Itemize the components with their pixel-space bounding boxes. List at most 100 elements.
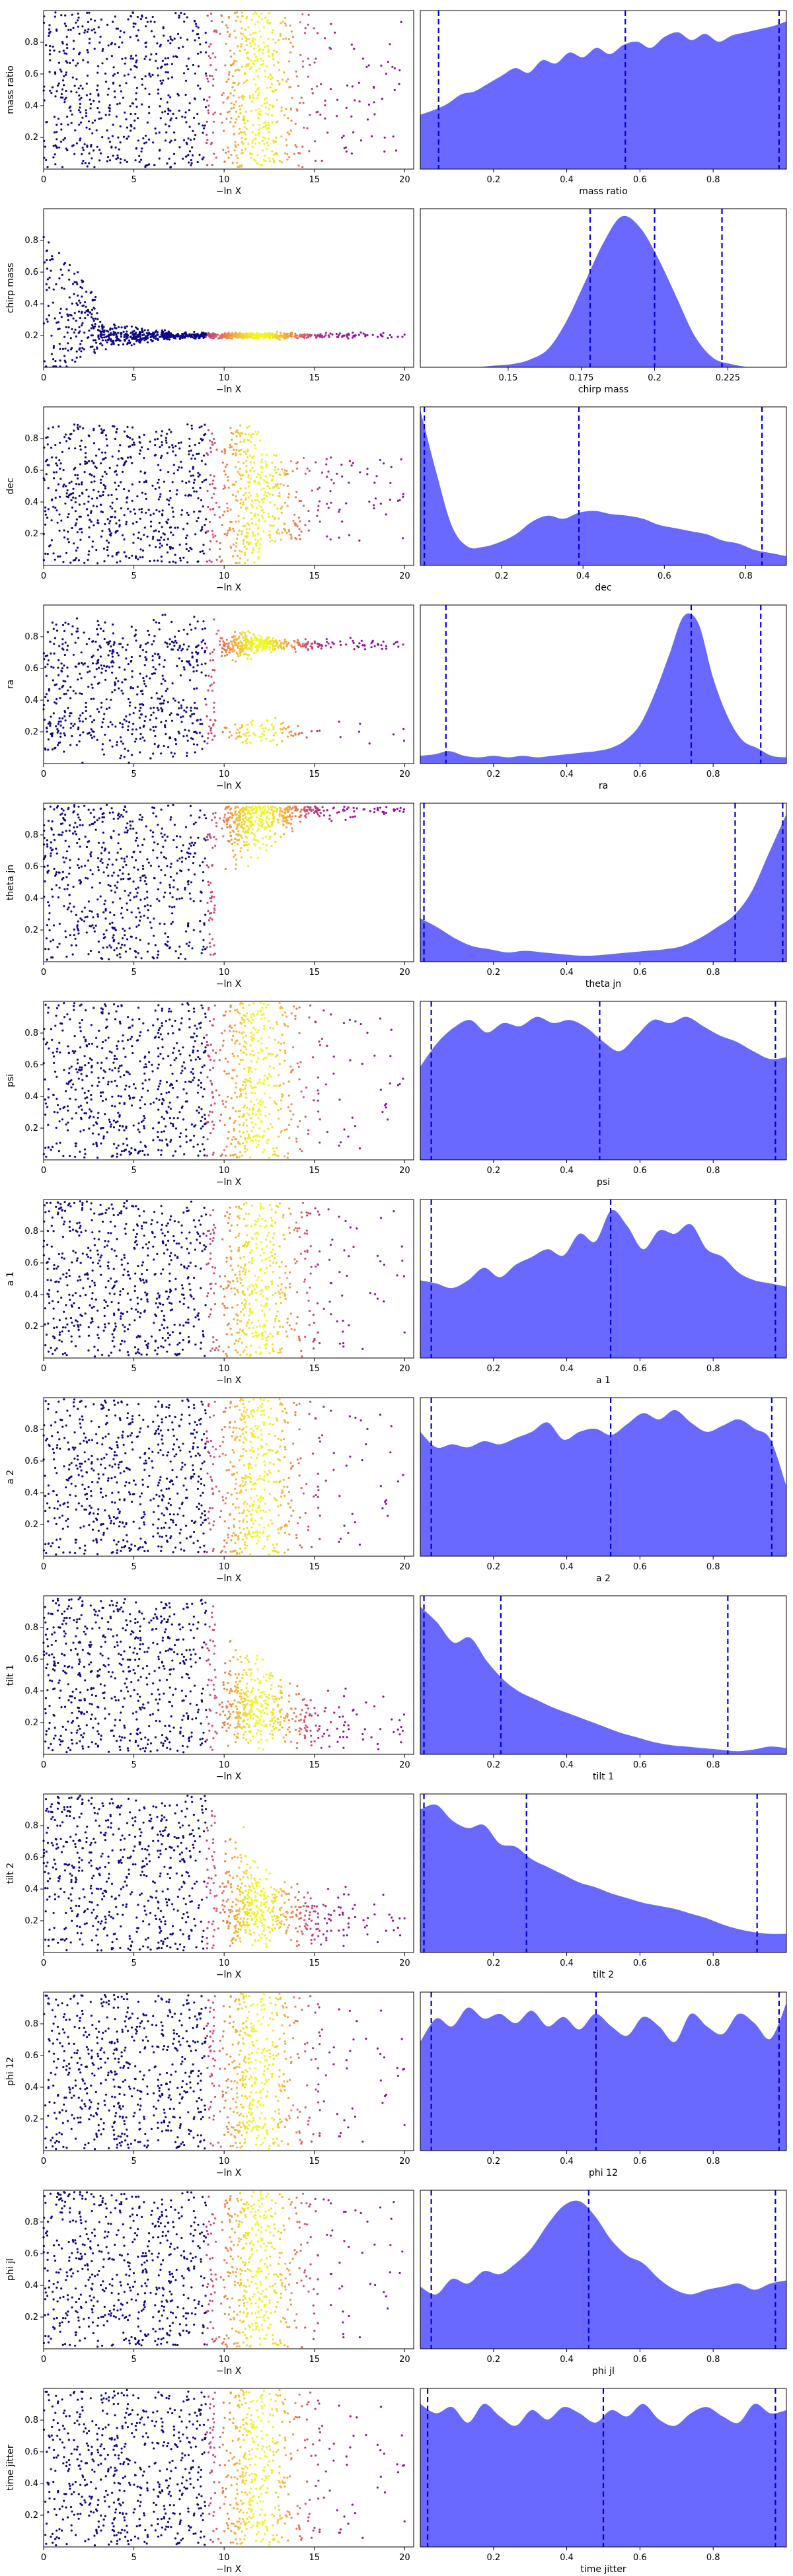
- sample-point: [114, 470, 118, 472]
- sample-point: [207, 737, 209, 740]
- sample-point: [139, 470, 142, 473]
- sample-point: [238, 838, 241, 841]
- sample-point: [201, 158, 204, 161]
- sample-point: [56, 728, 59, 731]
- sample-point: [198, 153, 201, 156]
- sample-point: [244, 491, 247, 495]
- sample-point: [143, 142, 146, 145]
- sample-point: [45, 44, 48, 47]
- x-tick-label: 5: [131, 968, 136, 978]
- sample-point: [67, 447, 71, 450]
- sample-point: [227, 476, 229, 478]
- sample-point: [233, 81, 236, 84]
- sample-point: [144, 87, 147, 90]
- sample-point: [235, 818, 237, 821]
- sample-point: [174, 454, 177, 456]
- sample-point: [235, 520, 237, 523]
- sample-point: [227, 16, 230, 18]
- sample-point: [256, 639, 259, 642]
- sample-point: [48, 32, 51, 35]
- sample-point: [169, 497, 172, 499]
- sample-point: [286, 484, 289, 487]
- sample-point: [71, 347, 73, 349]
- sample-point: [204, 642, 207, 645]
- sample-point: [363, 648, 367, 651]
- sample-point: [145, 480, 147, 483]
- sample-point: [241, 530, 243, 533]
- sample-point: [299, 334, 301, 336]
- sample-point: [111, 507, 114, 510]
- y-axis-label: dec: [5, 478, 16, 494]
- sample-point: [256, 650, 258, 653]
- sample-point: [253, 53, 256, 55]
- sample-point: [245, 635, 248, 638]
- sample-point: [89, 519, 91, 521]
- sample-point: [156, 42, 159, 45]
- sample-point: [167, 701, 169, 703]
- sample-point: [253, 78, 256, 81]
- sample-point: [98, 495, 101, 497]
- sample-point: [56, 85, 59, 87]
- sample-point: [143, 880, 146, 882]
- sample-point: [362, 332, 365, 335]
- sample-point: [245, 731, 248, 734]
- sample-point: [70, 499, 73, 501]
- sample-point: [257, 556, 260, 559]
- sample-point: [88, 536, 91, 538]
- sample-point: [354, 99, 356, 102]
- sample-point: [163, 699, 165, 702]
- sample-point: [99, 627, 102, 630]
- sample-point: [75, 335, 77, 338]
- sample-point: [340, 643, 342, 647]
- sample-point: [178, 544, 181, 546]
- sample-point: [142, 676, 145, 680]
- sample-point: [184, 111, 187, 114]
- sample-point: [202, 124, 204, 127]
- sample-point: [130, 754, 133, 756]
- sample-point: [248, 631, 251, 634]
- sample-point: [178, 447, 181, 450]
- sample-point: [215, 838, 217, 841]
- sample-point: [314, 159, 317, 162]
- sample-point: [367, 64, 370, 67]
- sample-point: [165, 441, 168, 444]
- sample-point: [241, 38, 243, 40]
- sample-point: [141, 491, 143, 494]
- sample-point: [49, 30, 52, 33]
- sample-point: [270, 78, 272, 81]
- x-tick-label: 5: [131, 769, 136, 779]
- sample-point: [142, 725, 145, 728]
- sample-point: [85, 709, 87, 712]
- sample-point: [108, 922, 111, 925]
- sample-point: [158, 900, 161, 902]
- sample-point: [339, 736, 342, 738]
- sample-point: [264, 17, 267, 19]
- sample-point: [391, 65, 394, 68]
- sample-point: [262, 52, 264, 55]
- sample-point: [141, 649, 144, 651]
- sample-point: [77, 13, 79, 15]
- sample-point: [66, 689, 69, 692]
- sample-point: [74, 830, 77, 833]
- sample-point: [93, 816, 96, 818]
- sample-point: [77, 109, 81, 112]
- sample-point: [283, 501, 287, 504]
- sample-point: [138, 452, 141, 455]
- sample-point: [192, 467, 194, 470]
- sample-point: [108, 159, 112, 162]
- sample-point: [105, 472, 108, 476]
- sample-point: [85, 305, 87, 308]
- sample-point: [71, 734, 73, 738]
- sample-point: [214, 719, 217, 722]
- sample-point: [257, 540, 260, 542]
- sample-point: [143, 333, 145, 336]
- sample-point: [297, 639, 299, 641]
- sample-point: [213, 648, 215, 651]
- sample-point: [124, 111, 126, 114]
- sample-point: [117, 842, 120, 845]
- sample-point: [115, 431, 118, 433]
- sample-point: [165, 123, 167, 125]
- sample-point: [318, 486, 321, 489]
- sample-point: [166, 642, 169, 645]
- sample-point: [188, 102, 191, 104]
